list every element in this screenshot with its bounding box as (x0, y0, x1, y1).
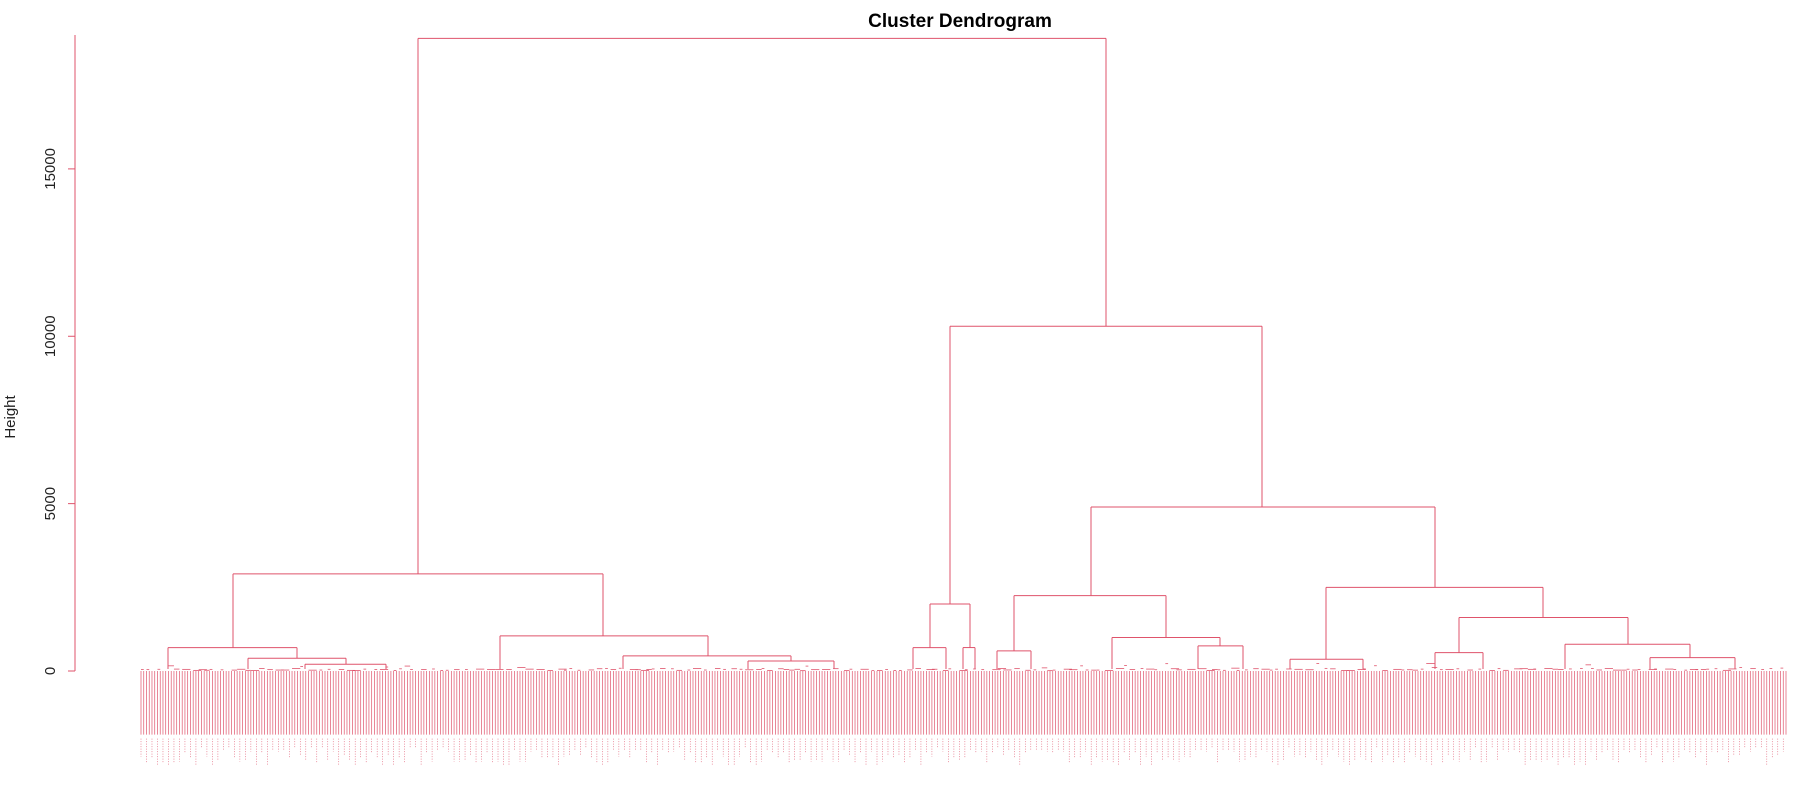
leaf-labels (140, 738, 1784, 766)
chart-title: Cluster Dendrogram (868, 11, 1052, 32)
leaf-segments (140, 671, 1787, 735)
dendrogram-tree (141, 37, 1784, 672)
y-axis: 0 5000 10000 15000 (42, 35, 76, 675)
y-tick-label: 5000 (42, 487, 59, 520)
y-axis-label: Height (2, 394, 19, 438)
y-tick-label: 15000 (42, 148, 59, 190)
y-tick-label: 0 (42, 667, 59, 675)
y-tick-label: 10000 (42, 315, 59, 357)
